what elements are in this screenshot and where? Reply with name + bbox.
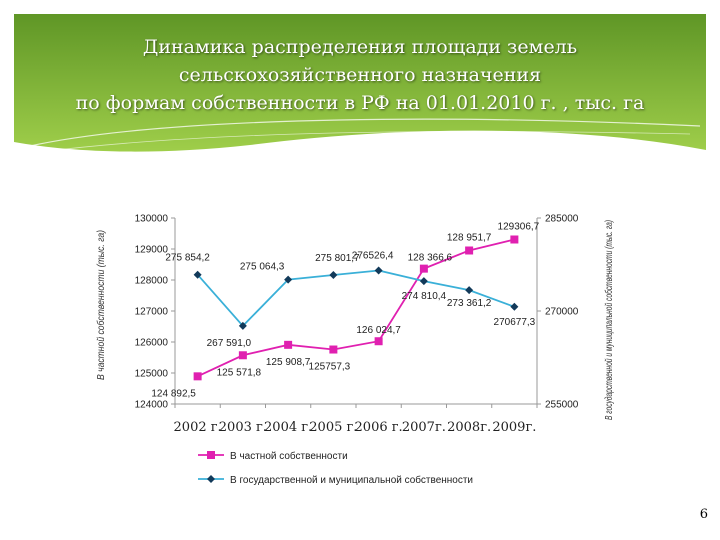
state-data-label: 273 361,2: [447, 298, 492, 309]
x-tick-label: 2004 г.: [264, 420, 312, 435]
left-tick-label: 127000: [135, 307, 169, 318]
legend-state-label: В государственной и муниципальной собств…: [230, 474, 473, 486]
legend-private-marker: [207, 451, 215, 459]
private-data-point: [193, 372, 202, 381]
state-data-point: [510, 302, 519, 311]
private-data-point: [374, 337, 383, 346]
left-tick-label: 128000: [135, 276, 169, 287]
private-data-point: [284, 340, 293, 349]
state-data-label: 275 064,3: [240, 262, 285, 273]
state-data-point: [329, 271, 338, 280]
legend-state-marker: [207, 475, 215, 483]
state-data-label: 270677,3: [494, 317, 536, 328]
state-data-point: [419, 277, 428, 286]
state-data-point: [284, 275, 293, 284]
private-data-label: 128 366,6: [408, 253, 453, 264]
right-tick-label: 255000: [545, 400, 579, 411]
slide-title-line-1: Динамика распределения площади земель: [142, 36, 578, 58]
slide-title-line-3: по формам собственности в РФ на 01.01.20…: [75, 92, 645, 114]
private-data-point: [238, 351, 247, 360]
private-data-point: [329, 345, 338, 354]
private-data-label: 129306,7: [498, 221, 540, 232]
state-data-label: 275 801,7: [315, 253, 360, 264]
x-tick-label: 2007г.: [402, 420, 446, 435]
x-tick-label: 2008г.: [447, 420, 491, 435]
x-tick-label: 2003 г.: [219, 420, 267, 435]
left-axis-title: В частной собственности (тыс. га): [95, 230, 107, 380]
banner-curve: [29, 118, 701, 147]
left-tick-label: 129000: [135, 245, 169, 256]
banner-shape: [14, 14, 706, 152]
right-tick-label: 285000: [545, 214, 579, 225]
left-tick-label: 126000: [135, 338, 169, 349]
private-data-point: [419, 264, 428, 273]
page-number: 6: [699, 507, 708, 522]
private-data-point: [510, 235, 519, 244]
private-data-point: [465, 246, 474, 255]
private-data-label: 126 024,7: [356, 325, 401, 336]
state-data-label: 275 854,2: [165, 253, 210, 264]
right-tick-label: 270000: [545, 307, 579, 318]
x-tick-label: 2009г.: [492, 420, 536, 435]
state-data-label: 267 591,0: [207, 338, 252, 349]
state-data-point: [465, 286, 474, 295]
private-data-label: 125757,3: [309, 362, 351, 373]
private-data-label: 125 571,8: [217, 367, 262, 378]
left-tick-label: 124000: [135, 400, 169, 411]
right-axis-title: В государственной и муниципальной собств…: [603, 220, 615, 420]
private-data-label: 124 892,5: [151, 388, 196, 399]
x-tick-label: 2006 г.: [355, 420, 403, 435]
banner-curve: [39, 131, 691, 153]
private-series-line: [197, 238, 515, 378]
state-data-label: 276526,4: [352, 251, 394, 262]
legend-private-label: В частной собственности: [230, 450, 348, 462]
private-data-label: 125 908,7: [266, 357, 311, 368]
private-data-label: 128 951,7: [447, 232, 492, 243]
state-data-point: [374, 266, 383, 275]
x-tick-label: 2005 г.: [309, 420, 357, 435]
left-tick-label: 130000: [135, 214, 169, 225]
x-tick-label: 2002 г.: [174, 420, 222, 435]
left-tick-label: 125000: [135, 369, 169, 380]
state-data-point: [238, 321, 247, 330]
state-data-point: [193, 270, 202, 279]
slide-title-line-2: сельскохозяйственного назначения: [178, 64, 542, 86]
state-series-line: [196, 269, 515, 328]
state-data-label: 274 810,4: [402, 291, 447, 302]
title-banner: [14, 14, 706, 153]
